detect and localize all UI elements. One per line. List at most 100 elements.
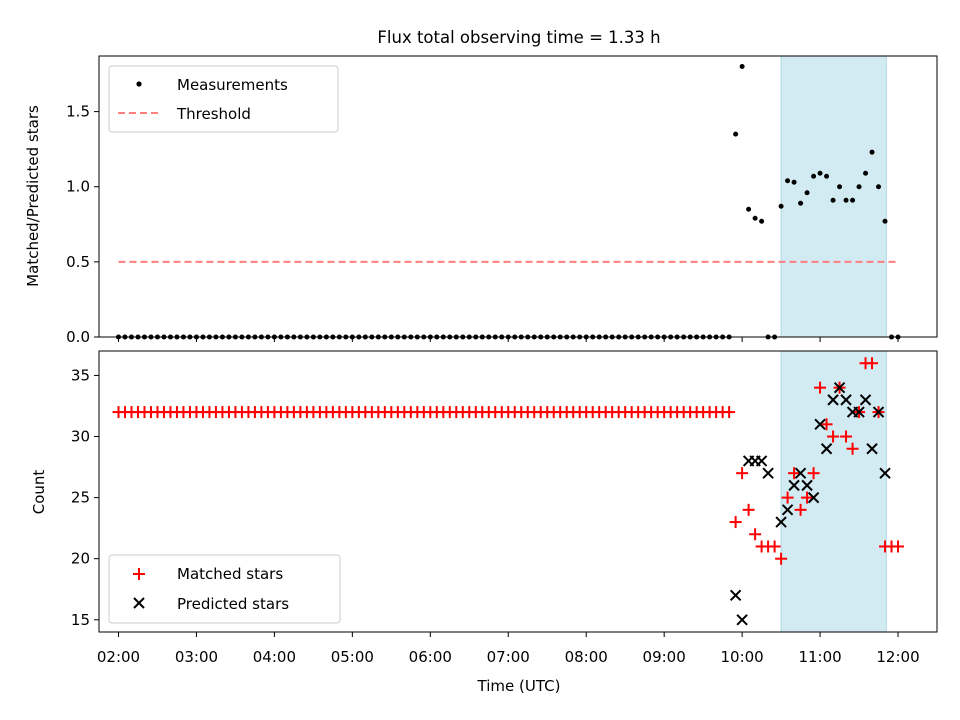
predicted-star-point bbox=[788, 479, 800, 492]
bottom-y-axis-label: Count bbox=[30, 470, 48, 515]
predicted-star-point bbox=[729, 589, 742, 602]
measurement-point bbox=[752, 215, 758, 221]
x-tick-label: 08:00 bbox=[565, 648, 608, 666]
predicted-star-point bbox=[872, 406, 885, 418]
bottom-y-axis: 15 20 25 30 35 bbox=[71, 366, 99, 629]
measurement-point bbox=[856, 184, 862, 190]
measurement-point bbox=[739, 64, 745, 70]
measurement-point bbox=[811, 173, 817, 179]
bottom-y-tick-label: 30 bbox=[71, 428, 90, 446]
top-y-axis: 0.0 0.5 1.0 1.5 bbox=[66, 103, 99, 346]
top-x-ticks bbox=[117, 337, 899, 342]
bottom-legend-box bbox=[108, 554, 341, 624]
measurement-point bbox=[837, 184, 843, 190]
bottom-x-axis: 02:00 03:00 04:00 05:00 06:00 07:00 08:00 09:00… bbox=[97, 632, 920, 666]
matched-star-point bbox=[788, 467, 801, 480]
measurement-point bbox=[785, 178, 791, 184]
legend-label-predicted: Predicted stars bbox=[177, 595, 289, 613]
top-y-tick-label: 1.5 bbox=[66, 103, 90, 121]
predicted-star-point bbox=[775, 516, 787, 528]
matched-star-point bbox=[801, 491, 814, 504]
matched-star-point bbox=[892, 540, 905, 553]
predicted-star-point bbox=[807, 491, 820, 504]
legend-marker-matched bbox=[133, 568, 145, 580]
x-tick-label: 06:00 bbox=[409, 648, 452, 666]
top-y-tick-label: 1.0 bbox=[66, 178, 90, 196]
measurement-point bbox=[791, 179, 797, 185]
predicted-star-point bbox=[833, 381, 846, 394]
top-axes-frame bbox=[98, 55, 938, 338]
measurement-point bbox=[778, 203, 784, 209]
figure-title: Flux total observing time = 1.33 h bbox=[377, 28, 660, 47]
predicted-star-point bbox=[755, 455, 768, 467]
matched-star-point bbox=[820, 418, 833, 431]
predicted-star-point bbox=[866, 443, 878, 455]
matched-star-point bbox=[742, 503, 755, 516]
bottom-y-tick-label: 25 bbox=[71, 489, 90, 507]
legend-label-matched: Matched stars bbox=[177, 565, 283, 583]
bottom-axes-frame bbox=[98, 350, 938, 633]
measurement-point bbox=[824, 173, 830, 179]
predicted-star-point bbox=[736, 614, 748, 626]
measurement-point bbox=[843, 197, 849, 203]
top-panel: 0.0 0.5 1.0 1.5 Matched/Predicted stars Mea… bbox=[24, 55, 938, 346]
bottom-panel: 15 20 25 30 35 02:00 03:00 04:00 05:00 06:00 07:0… bbox=[30, 350, 938, 695]
top-shaded-interval bbox=[780, 55, 887, 338]
top-legend: Measurements Threshold bbox=[108, 65, 339, 133]
bottom-y-tick-label: 15 bbox=[71, 611, 90, 629]
measurement-point bbox=[876, 184, 882, 190]
x-axis-label: Time (UTC) bbox=[477, 677, 561, 695]
predicted-star-point bbox=[827, 394, 839, 406]
top-y-axis-label: Matched/Predicted stars bbox=[24, 105, 42, 287]
measurement-point bbox=[817, 170, 823, 176]
predicted-star-point bbox=[840, 394, 852, 406]
matched-star-point bbox=[723, 406, 736, 419]
predicted-star-point bbox=[859, 394, 872, 406]
predicted-star-point bbox=[781, 504, 794, 516]
predicted-star-point bbox=[879, 467, 891, 479]
top-y-tick-label: 0.0 bbox=[66, 328, 90, 346]
x-tick-label: 11:00 bbox=[798, 648, 841, 666]
measurement-point bbox=[850, 197, 856, 203]
x-tick-label: 07:00 bbox=[487, 648, 530, 666]
predicted-star-point bbox=[794, 467, 807, 479]
measurement-point bbox=[733, 131, 739, 137]
measurement-point bbox=[804, 190, 810, 196]
measurement-point bbox=[869, 149, 875, 155]
measurement-point bbox=[830, 197, 836, 203]
bottom-y-tick-label: 20 bbox=[71, 550, 90, 568]
measurement-point bbox=[882, 218, 888, 224]
matched-star-point bbox=[840, 430, 853, 443]
matched-star-point bbox=[866, 357, 879, 370]
x-tick-label: 05:00 bbox=[331, 648, 374, 666]
matched-star-point bbox=[846, 442, 859, 455]
legend-label-threshold: Threshold bbox=[176, 105, 251, 123]
predicted-star-point bbox=[820, 443, 833, 455]
bottom-legend: Matched stars Predicted stars bbox=[108, 554, 341, 624]
x-tick-label: 10:00 bbox=[720, 648, 763, 666]
x-tick-label: 03:00 bbox=[175, 648, 218, 666]
predicted-star-point bbox=[762, 467, 774, 479]
matched-star-point bbox=[827, 430, 840, 443]
matched-star-point bbox=[736, 467, 749, 480]
legend-marker-measurements bbox=[136, 81, 142, 87]
top-legend-box bbox=[108, 65, 339, 133]
x-tick-label: 02:00 bbox=[97, 648, 140, 666]
measurement-point bbox=[759, 218, 765, 224]
legend-marker-predicted bbox=[133, 597, 145, 609]
matched-star-point bbox=[781, 491, 794, 504]
x-tick-label: 04:00 bbox=[253, 648, 296, 666]
x-tick-label: 12:00 bbox=[876, 648, 919, 666]
matched-star-points bbox=[112, 357, 905, 565]
x-tick-label: 09:00 bbox=[643, 648, 686, 666]
measurement-point bbox=[746, 206, 752, 212]
predicted-star-points bbox=[729, 381, 891, 626]
matched-star-point bbox=[749, 528, 762, 541]
measurement-point bbox=[798, 200, 804, 206]
matched-star-point bbox=[807, 467, 820, 480]
matched-star-point bbox=[794, 503, 807, 516]
predicted-star-point bbox=[814, 418, 826, 431]
matched-star-point bbox=[775, 552, 788, 565]
predicted-star-point bbox=[853, 406, 865, 418]
